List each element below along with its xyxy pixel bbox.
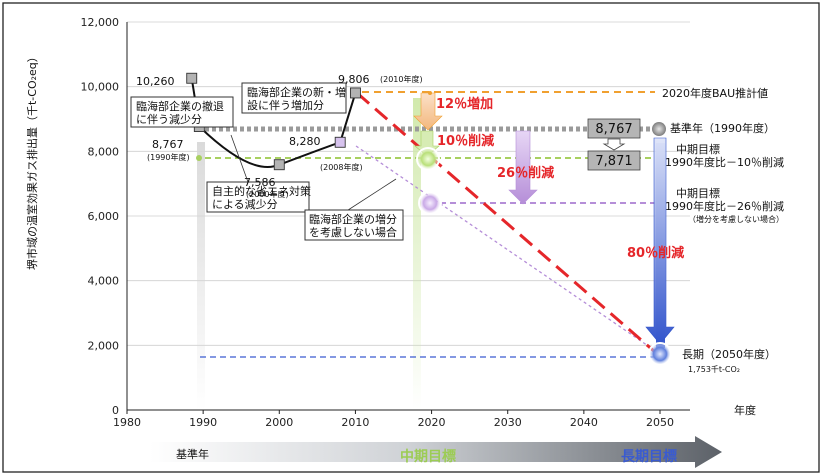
- label-bau: 2020年度BAU推計値: [662, 86, 768, 100]
- milestone-2050: [648, 342, 672, 366]
- point-label-2010-year: (2010年度): [380, 74, 423, 84]
- x-tick-label: 2040: [570, 416, 598, 429]
- x-tick-label: 1990: [189, 416, 217, 429]
- y-tick-label: 0: [112, 404, 119, 417]
- reduction-80-arrow: [645, 137, 675, 345]
- x-tick-label: 2030: [494, 416, 522, 429]
- guide-1990: [197, 142, 205, 410]
- point-label-1990: 8,767: [152, 138, 184, 151]
- value-box-base: [587, 118, 641, 139]
- x-tick-label: 2050: [646, 416, 674, 429]
- y-tick-label: 2,000: [88, 339, 120, 352]
- label-base-year: 基準年（1990年度）: [670, 121, 775, 135]
- annotation-12-increase: 12％増加: [436, 96, 493, 112]
- milestone-2020-26: [418, 191, 442, 215]
- x-tick-labels: 1980 1990 2000 2010 2020 2030 2040 2050: [113, 410, 674, 429]
- y-tick-label: 10,000: [81, 81, 120, 94]
- x-tick-label: 2020: [418, 416, 446, 429]
- label-target-10-sub: 1990年度比－10％削減: [665, 155, 784, 169]
- callout-1-box: [130, 96, 234, 128]
- y-tick-label: 12,000: [81, 16, 120, 29]
- point-label-2008: 8,280: [289, 135, 321, 148]
- point-label-1990-peak: 10,260: [136, 75, 175, 88]
- timeline-long-term: 長期目標: [621, 448, 677, 465]
- label-target-10-title: 中期目標: [676, 142, 720, 156]
- callout-4-line-1: 臨海部企業の増分: [309, 212, 397, 226]
- callout-4-box: [304, 209, 404, 241]
- timeline-arrow: [150, 436, 722, 468]
- axes: [126, 22, 690, 411]
- reduction-26-arrow: [508, 130, 538, 205]
- label-long-term-value: 1,753千t-CO₂: [688, 364, 740, 374]
- x-tick-label: 2010: [341, 416, 369, 429]
- label-target-26-title: 中期目標: [676, 186, 720, 200]
- value-box-base-text: 8,767: [595, 122, 632, 137]
- base-year-marker-right: [652, 122, 666, 136]
- bau-marker: [428, 91, 432, 95]
- value-box-target: [587, 150, 641, 171]
- y-axis-title: 堺市域の温室効果ガス排出量（千t-CO₂eq）: [25, 51, 39, 270]
- callout-3-line-1: 自主的な省エネ対策: [212, 184, 311, 198]
- timeline-mid-term: 中期目標: [400, 448, 456, 465]
- label-long-term-title: 長期（2050年度）: [682, 347, 776, 361]
- no-increase-path: [355, 145, 658, 353]
- label-target-26-note: （増分を考慮しない場合）: [688, 214, 784, 224]
- callout-1-line-2: に伴う減少分: [136, 112, 202, 126]
- gridlines: [127, 21, 690, 346]
- callout-3-box: [206, 181, 310, 213]
- base-year-marker-left: [196, 155, 202, 161]
- y-tick-label: 4,000: [88, 275, 120, 288]
- data-point-marker: [273, 159, 285, 171]
- y-tick-label: 8,000: [88, 145, 120, 158]
- y-tick-labels: 0 2,000 4,000 6,000 8,000 10,000 12,000: [81, 16, 120, 417]
- x-axis-title: 年度: [734, 403, 756, 417]
- point-label-2000-year: (2000年度): [246, 189, 289, 199]
- callout-1-line-1: 臨海部企業の撤退: [136, 99, 224, 113]
- data-point-marker: [186, 72, 198, 84]
- annotation-26-reduction: 26％削減: [497, 165, 554, 181]
- guide-2020: [413, 98, 421, 410]
- label-target-26-sub: 1990年度比－26％削減: [665, 199, 784, 213]
- data-point-marker: [349, 87, 361, 99]
- data-point-marker: [334, 136, 346, 148]
- point-label-1990-year: (1990年度): [147, 152, 190, 162]
- value-box-arrow: [602, 138, 626, 151]
- callout-4-connector: [344, 178, 397, 213]
- callout-2-box: [241, 82, 347, 114]
- callout-2-line-1: 臨海部企業の新・増: [247, 85, 346, 99]
- callout-2-line-2: 設に伴う増加分: [247, 98, 324, 112]
- annotation-10-reduction: 10％削減: [437, 133, 494, 149]
- reduction-path: [356, 91, 656, 354]
- point-label-2008-year: (2008年度): [320, 162, 363, 172]
- callout-3-line-2: による減少分: [212, 197, 278, 211]
- x-tick-label: 2000: [265, 416, 293, 429]
- x-tick-label: 1980: [113, 416, 141, 429]
- annotation-80-reduction: 80％削減: [627, 245, 684, 261]
- milestone-2020-10: [416, 147, 440, 171]
- point-label-2000: 7,586: [244, 176, 276, 189]
- point-label-2010: 9,806: [338, 73, 370, 86]
- y-tick-label: 6,000: [88, 210, 120, 223]
- callout-3-connector: [230, 134, 249, 183]
- value-box-target-text: 7,871: [595, 154, 632, 169]
- timeline-base-year: 基準年: [176, 447, 209, 461]
- callout-4-line-2: を考慮しない場合: [309, 225, 397, 239]
- increase-arrow: [413, 92, 443, 131]
